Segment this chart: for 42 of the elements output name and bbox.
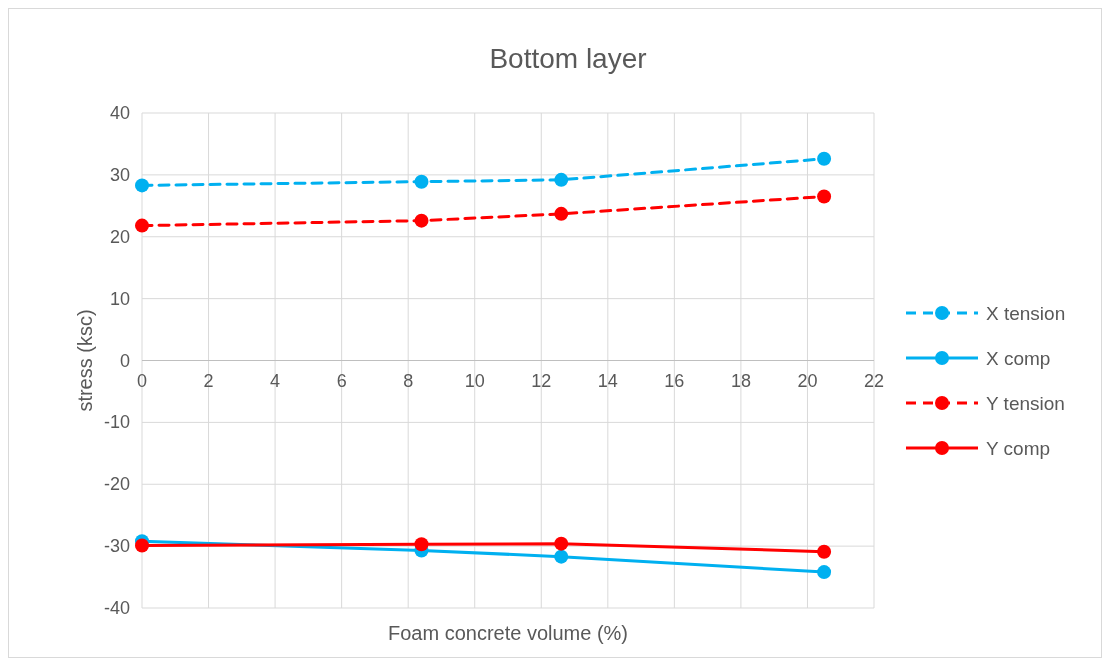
point [414,174,429,189]
point [554,172,569,187]
x-tick-label: 0 [136,370,148,391]
x-tick-label: 22 [863,370,885,391]
x-tick-label: 16 [664,370,685,391]
x-axis-title: Foam concrete volume (%) [387,622,629,644]
y-axis-title: stress (ksc) [74,309,96,412]
legend-label: Y comp [986,438,1051,459]
chart-title: Bottom layer [489,43,647,74]
point [414,537,429,552]
point [135,178,149,193]
point [554,549,569,564]
point [817,151,832,166]
point [414,213,429,228]
x-tick-label: 2 [203,370,214,391]
y-tick-label: -30 [103,536,130,557]
y-tick-label: -20 [103,474,130,495]
point [817,544,832,559]
y-tick-label: 0 [119,350,130,371]
point [554,206,569,221]
y-tick-label: -10 [103,412,130,433]
legend-label: Y tension [986,393,1065,414]
legend-label: X comp [986,348,1051,369]
y-tick-label: 30 [109,164,130,185]
y-tick-label: 10 [109,288,130,309]
x-tick-label: 18 [730,370,751,391]
point [135,538,149,553]
x-tick-label: 6 [336,370,347,391]
legend-label: X tension [986,303,1066,324]
y-tick-label: 20 [109,226,130,247]
y-tick-label: 40 [109,103,130,123]
x-tick-label: 10 [464,370,485,391]
point [554,536,569,551]
point [817,189,832,204]
x-tick-label: 8 [403,370,414,391]
point [135,218,149,233]
x-tick-label: 14 [597,370,618,391]
x-tick-label: 20 [797,370,818,391]
y-tick-label: -40 [103,598,130,618]
point [817,565,832,580]
x-tick-label: 12 [531,370,552,391]
x-tick-label: 4 [270,370,281,391]
